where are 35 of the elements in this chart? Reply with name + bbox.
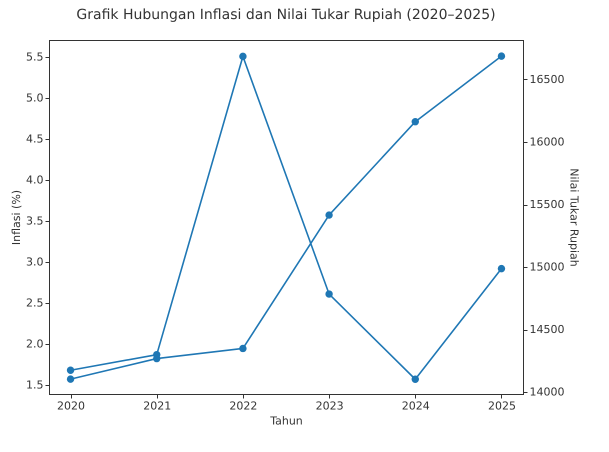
point xyxy=(325,211,333,219)
y-tick-label: 4.5 xyxy=(26,132,44,146)
x-tick-label: 2020 xyxy=(57,400,86,412)
point xyxy=(498,264,506,272)
y-tick-label: 2.0 xyxy=(26,338,44,351)
y-tick-label: 3.5 xyxy=(26,214,44,228)
point xyxy=(412,376,419,383)
x-axis-title: Tahun xyxy=(269,414,303,428)
point xyxy=(498,52,506,60)
y2-axis-title: Nilai Tukar Rupiah xyxy=(567,168,580,267)
point xyxy=(412,118,419,126)
y-axis-title: Inflasi (%) xyxy=(10,190,24,246)
y2-tick-label: 16500 xyxy=(530,72,564,86)
x-tick-label: 2023 xyxy=(316,400,344,412)
y2-tick-label: 15000 xyxy=(530,260,564,274)
y-tick-label: 2.5 xyxy=(26,296,44,310)
x-tick-label: 2024 xyxy=(402,400,430,412)
y2-tick-label: 14500 xyxy=(530,323,564,336)
point xyxy=(66,375,74,383)
point xyxy=(325,290,333,298)
x-tick-label: 2021 xyxy=(143,400,172,412)
y-tick-label: 1.5 xyxy=(26,378,44,392)
chart-title: Grafik Hubungan Inflasi dan Nilai Tukar Rupiah (2020–2025) xyxy=(76,7,496,23)
x-tick-label: 2025 xyxy=(488,400,516,412)
y-tick-label: 4.0 xyxy=(26,174,44,187)
x-tick-label: 2022 xyxy=(229,400,258,412)
point xyxy=(239,344,247,352)
y2-tick-label: 14000 xyxy=(530,386,564,399)
y-tick-label: 5.5 xyxy=(26,50,44,64)
y2-tick-label: 16000 xyxy=(530,135,564,148)
y2-tick-label: 15500 xyxy=(530,198,564,212)
y-tick-label: 5.0 xyxy=(26,92,44,105)
point xyxy=(239,52,247,60)
point xyxy=(66,366,74,374)
y-tick-label: 3.0 xyxy=(26,256,44,269)
